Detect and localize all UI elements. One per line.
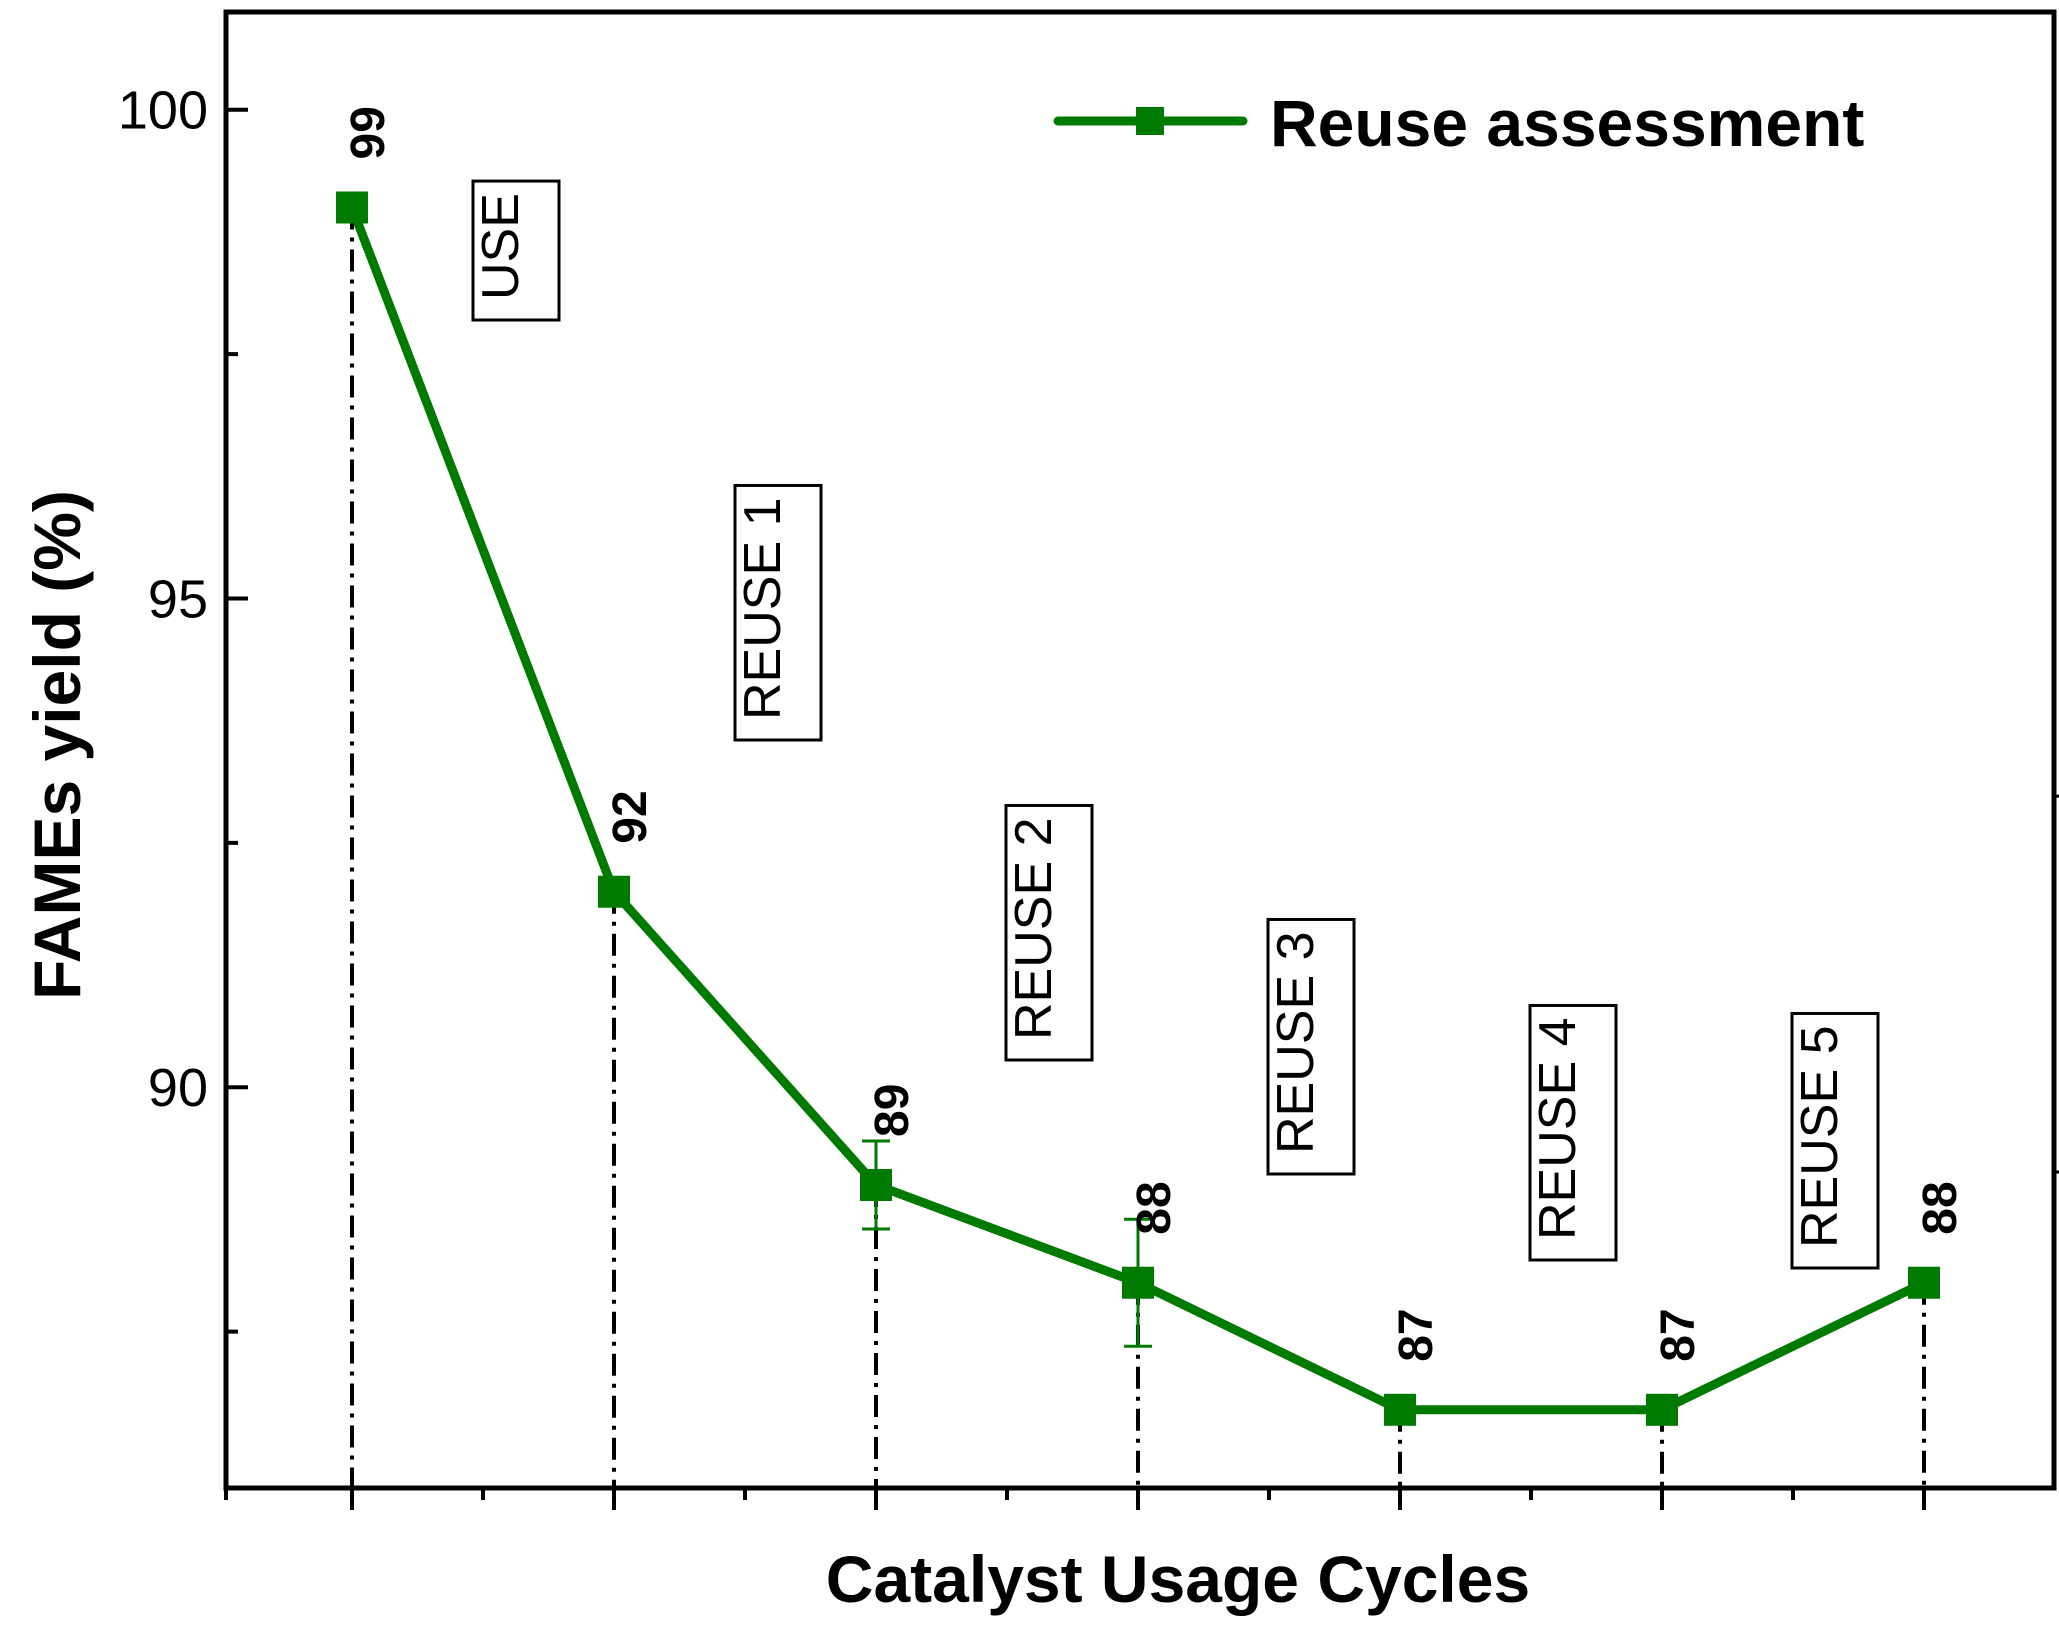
cycle-label-text: REUSE 2 — [1005, 817, 1063, 1040]
cycle-label-text: REUSE 1 — [734, 497, 792, 720]
cycle-label-box — [1528, 1003, 1618, 1262]
y-tick-label-100: 100 — [118, 81, 208, 141]
cycle-label-text: REUSE 4 — [1529, 1017, 1587, 1240]
data-point-1 — [598, 875, 630, 908]
cycle-label-text: REUSE 5 — [1791, 1025, 1849, 1248]
data-labels: 99 92 89 88 87 87 88 — [342, 106, 1967, 1362]
data-label-4: 87 — [1390, 1308, 1443, 1361]
data-point-3 — [1122, 1266, 1154, 1299]
cycle-label-2: REUSE 2 — [1004, 803, 1094, 1062]
cycle-label-1: REUSE 1 — [733, 483, 823, 742]
x-axis-title: Catalyst Usage Cycles — [826, 1542, 1530, 1616]
y-axis-title: FAMEs yield (%) — [20, 490, 94, 1000]
data-point-2 — [860, 1168, 892, 1201]
data-label-5: 87 — [1652, 1308, 1705, 1361]
data-label-0: 99 — [342, 106, 395, 159]
cycle-label-4: REUSE 4 — [1528, 1003, 1618, 1262]
x-axis — [224, 1488, 1926, 1510]
plot-frame — [223, 9, 2057, 1491]
cycle-label-0: USE — [471, 179, 561, 322]
y-tick-label-90: 90 — [148, 1058, 208, 1118]
y-axis: 90 95 100 — [118, 81, 248, 1334]
data-label-2: 89 — [866, 1084, 919, 1137]
legend-marker — [1136, 107, 1164, 135]
series-line-group — [336, 191, 1940, 1426]
cycle-label-box — [1266, 917, 1356, 1176]
legend: Reuse assessment — [1053, 86, 1864, 160]
y-tick-label-95: 95 — [148, 569, 208, 629]
cycle-label-box — [1790, 1011, 1880, 1270]
cycle-label-text: REUSE 3 — [1267, 931, 1325, 1154]
legend-label: Reuse assessment — [1270, 86, 1864, 160]
data-point-0 — [336, 191, 368, 224]
data-label-1: 92 — [604, 790, 657, 843]
data-label-6: 88 — [1914, 1181, 1967, 1234]
data-label-3: 88 — [1128, 1181, 1181, 1234]
data-point-5 — [1646, 1393, 1678, 1426]
cycle-label-5: REUSE 5 — [1790, 1011, 1880, 1270]
cycle-label-box — [471, 179, 561, 322]
data-point-4 — [1384, 1393, 1416, 1426]
data-point-6 — [1908, 1266, 1940, 1299]
cycle-label-text: USE — [472, 193, 530, 300]
cycle-label-3: REUSE 3 — [1266, 917, 1356, 1176]
cycle-label-box — [733, 483, 823, 742]
cycle-label-box — [1004, 803, 1094, 1062]
